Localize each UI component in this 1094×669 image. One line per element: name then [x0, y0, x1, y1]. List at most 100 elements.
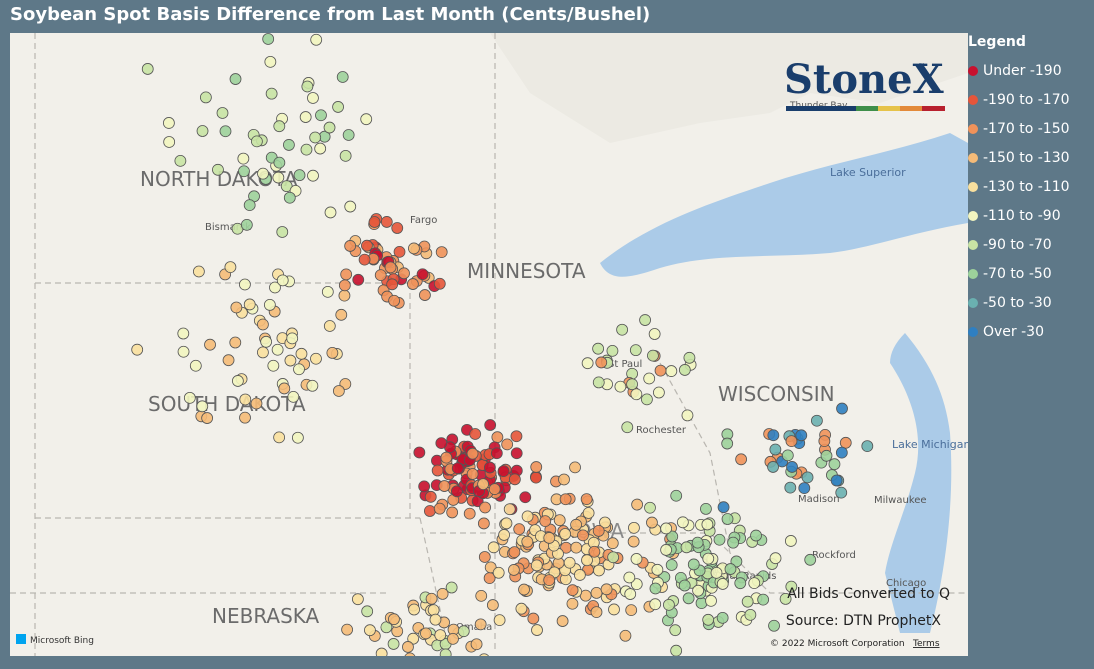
- map-point: [264, 55, 277, 68]
- map-point: [439, 648, 452, 656]
- map-point: [332, 385, 345, 397]
- map-point: [260, 335, 273, 348]
- map-point: [553, 514, 566, 527]
- map-point: [262, 33, 275, 45]
- map-point: [566, 584, 579, 597]
- map-point: [306, 379, 319, 392]
- legend-item[interactable]: Over -30: [968, 317, 1070, 346]
- map-point: [192, 265, 205, 278]
- terms-link[interactable]: Terms: [912, 639, 940, 649]
- map-point: [450, 485, 463, 498]
- map-point: [269, 281, 281, 294]
- map-point: [478, 551, 491, 563]
- map-point: [570, 518, 583, 531]
- place-label: Madison: [798, 494, 840, 505]
- map-point: [470, 638, 483, 651]
- logo-text: StoneX: [784, 56, 944, 103]
- place-label: Chicago: [886, 578, 926, 589]
- map-point: [660, 544, 673, 556]
- map-point: [212, 163, 224, 176]
- legend-item[interactable]: -90 to -70: [968, 230, 1070, 259]
- map-point: [769, 552, 782, 565]
- place-label: NEBRASKA: [212, 604, 320, 628]
- map-point: [278, 382, 291, 395]
- legend-item[interactable]: -70 to -50: [968, 259, 1070, 288]
- map-point: [332, 101, 344, 113]
- legend-label: -70 to -50: [983, 265, 1052, 282]
- map-point: [573, 569, 586, 581]
- land: [490, 33, 968, 143]
- map-point: [804, 553, 817, 566]
- legend-swatch: [968, 268, 978, 279]
- map-point: [681, 409, 694, 422]
- legend-swatch: [968, 210, 978, 221]
- map-point: [721, 437, 734, 450]
- map-point: [716, 611, 729, 624]
- legend-label: -130 to -110: [983, 178, 1070, 195]
- map-point: [623, 571, 636, 584]
- map-point: [423, 505, 436, 517]
- place-label: Milwaukee: [874, 495, 927, 506]
- place-label: Rochester: [636, 425, 687, 436]
- map-point: [624, 588, 637, 600]
- map-point: [750, 529, 762, 542]
- legend-swatch: [968, 152, 978, 163]
- map-point: [595, 356, 608, 369]
- legend-item[interactable]: -190 to -170: [968, 85, 1070, 114]
- legend-item[interactable]: -50 to -30: [968, 288, 1070, 317]
- map-point: [641, 393, 653, 406]
- map-point: [230, 301, 243, 314]
- map-point: [628, 521, 640, 534]
- map-point: [627, 535, 640, 548]
- map-point: [446, 506, 459, 519]
- legend-item[interactable]: Under -190: [968, 56, 1070, 85]
- map-point: [497, 465, 510, 477]
- map-point: [131, 343, 144, 356]
- lake-superior: [600, 133, 968, 277]
- map-point: [326, 347, 339, 359]
- map-point: [692, 584, 705, 597]
- map-point: [267, 359, 280, 372]
- map-point: [402, 641, 414, 653]
- legend-label: -190 to -170: [983, 91, 1070, 108]
- map-point: [631, 498, 644, 511]
- map-point: [621, 421, 634, 434]
- legend-swatch: [968, 94, 978, 105]
- place-label: Lake Michigan: [892, 438, 968, 451]
- lake-michigan: [885, 333, 952, 633]
- map-point: [358, 253, 371, 266]
- map-point: [342, 129, 355, 141]
- map-point: [510, 447, 523, 460]
- map-point: [201, 412, 214, 424]
- map-point: [630, 578, 643, 591]
- legend-item[interactable]: -110 to -90: [968, 201, 1070, 230]
- map-point: [295, 347, 308, 360]
- map-point: [309, 131, 322, 144]
- map-point: [531, 624, 543, 636]
- map-point: [321, 285, 334, 298]
- map-point: [469, 428, 482, 440]
- map-point: [670, 489, 683, 502]
- legend-label: Under -190: [983, 62, 1062, 79]
- map-point: [237, 152, 250, 165]
- map-point: [701, 518, 714, 531]
- map-point: [669, 624, 682, 637]
- map-point: [243, 199, 256, 212]
- map-point: [463, 507, 476, 520]
- map-point: [433, 277, 446, 290]
- map-point: [361, 605, 374, 618]
- map-point: [335, 308, 348, 321]
- map-point: [521, 535, 534, 548]
- map-point: [543, 574, 556, 587]
- map-point: [784, 535, 797, 547]
- place-label: Omaha: [456, 622, 492, 633]
- map-point: [174, 154, 187, 167]
- map-point: [384, 261, 397, 274]
- map-point: [287, 390, 300, 403]
- legend-item[interactable]: -130 to -110: [968, 172, 1070, 201]
- legend-item[interactable]: -150 to -130: [968, 143, 1070, 172]
- legend-item[interactable]: -170 to -150: [968, 114, 1070, 143]
- map-point: [301, 80, 314, 93]
- map-point: [680, 541, 693, 554]
- map-point: [162, 117, 175, 129]
